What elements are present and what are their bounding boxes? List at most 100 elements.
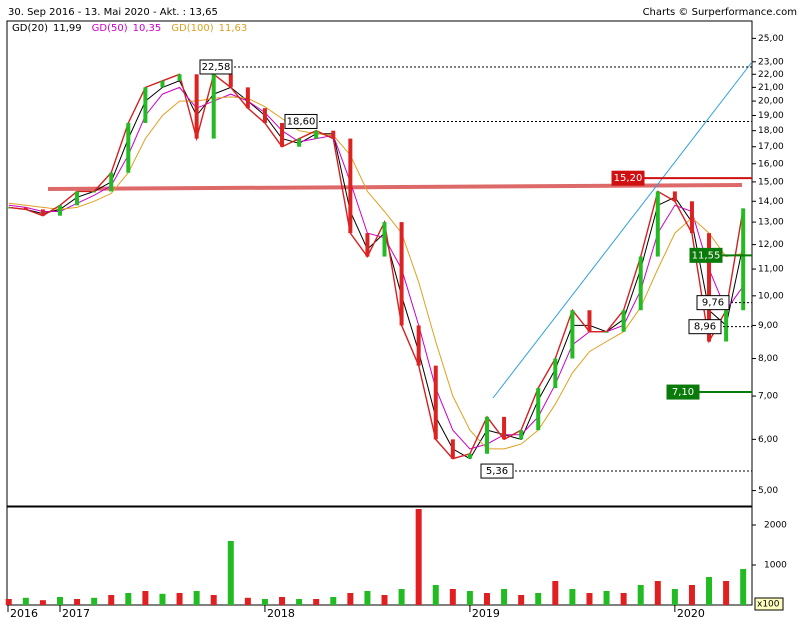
legend-name: GD(50) (92, 23, 128, 34)
level-label: 5,36 (486, 466, 508, 477)
y-tick-label: 13,00 (758, 218, 784, 228)
price-candle (160, 80, 165, 88)
price-candle (348, 138, 353, 234)
price-candle (92, 191, 97, 193)
y-tick-label: 19,00 (758, 111, 784, 121)
volume-bar (432, 585, 439, 605)
price-candle (741, 208, 746, 311)
level-label: 18,60 (287, 116, 316, 127)
volume-bar (210, 595, 217, 605)
volume-bar (740, 569, 747, 605)
price-candle (433, 365, 438, 440)
unit-box (754, 597, 784, 611)
volume-bar (706, 577, 713, 605)
level-label: 22,58 (202, 62, 231, 73)
volume-bar (91, 597, 98, 605)
price-line (8, 73, 744, 460)
volume-bar (296, 599, 303, 605)
price-candle (570, 310, 575, 359)
y-tick-label: 11,00 (758, 265, 784, 275)
moving-average (8, 86, 744, 450)
y-tick-label: 23,00 (758, 57, 784, 67)
level-label: 15,20 (614, 173, 643, 184)
level-label: 11,55 (692, 250, 721, 261)
level-box (666, 384, 700, 400)
price-candle (707, 233, 712, 342)
legend-value: 11,99 (53, 23, 82, 34)
legend-name: GD(100) (171, 23, 213, 34)
volume-bar (603, 591, 610, 605)
volume-bar (535, 593, 542, 605)
y-tick-label: 12,00 (758, 240, 784, 250)
volume-bar (74, 599, 81, 605)
price-candle (143, 87, 148, 123)
level-box (689, 247, 723, 263)
volume-bar (552, 581, 559, 605)
legend-name: GD(20) (12, 23, 48, 34)
volume-bar (313, 599, 320, 605)
volume-bar (244, 597, 251, 605)
y-tick-label: 25,00 (758, 34, 784, 44)
volume-bar (518, 595, 525, 605)
y-tick-label: 2000 (764, 521, 787, 531)
volume-bar (569, 589, 576, 605)
volume-bar (330, 597, 337, 605)
price-candle (23, 207, 28, 210)
legend-value: 10,35 (133, 23, 162, 34)
price-candle (416, 325, 421, 366)
y-tick-label: 1000 (764, 561, 787, 571)
price-panel (6, 20, 753, 507)
level-label: 7,10 (672, 387, 694, 398)
price-candle (502, 416, 507, 440)
price-candle (724, 310, 729, 342)
volume-bar (449, 589, 456, 605)
volume-bar (108, 595, 115, 605)
unit-label: x100 (757, 600, 780, 610)
volume-panel (6, 506, 753, 606)
price-candle (519, 430, 524, 440)
volume-bar (125, 593, 132, 605)
volume-bar (688, 585, 695, 605)
price-candle (40, 209, 45, 216)
price-candle (467, 453, 472, 459)
volume-bar (654, 581, 661, 605)
price-candle (75, 191, 80, 206)
level-label: 8,96 (694, 322, 716, 333)
price-candle (262, 108, 267, 123)
price-candle (126, 122, 131, 173)
price-candle (57, 205, 62, 216)
range-title: 30. Sep 2016 - 13. Mai 2020 - Akt. : 13,… (8, 7, 218, 18)
moving-average (8, 96, 744, 450)
y-tick-label: 18,00 (758, 126, 784, 136)
y-tick-label: 8,00 (758, 354, 778, 364)
volume-bar (22, 597, 29, 605)
volume-bar (193, 591, 200, 605)
y-tick-label: 22,00 (758, 70, 784, 80)
volume-bar (637, 585, 644, 605)
volume-bar (56, 597, 63, 605)
price-candle (689, 201, 694, 234)
volume-bar (723, 581, 730, 605)
y-tick-label: 17,00 (758, 142, 784, 152)
price-candle (314, 130, 319, 139)
price-candle (109, 172, 114, 192)
volume-bar (176, 593, 183, 605)
trend-line (492, 61, 753, 399)
price-candle (365, 233, 370, 257)
price-candle (177, 74, 182, 81)
x-tick-label: 2019 (472, 607, 500, 620)
volume-bar (261, 599, 268, 605)
price-candle (655, 191, 660, 257)
volume-bar (159, 593, 166, 605)
level-box (284, 113, 318, 129)
moving-average (8, 80, 744, 460)
volume-bar (671, 589, 678, 605)
price-candle (604, 331, 609, 333)
price-candle (450, 439, 455, 459)
price-candle (621, 310, 626, 332)
price-candle (194, 74, 199, 139)
price-candle (553, 358, 558, 389)
y-tick-label: 16,00 (758, 159, 784, 169)
y-tick-label: 14,00 (758, 197, 784, 207)
